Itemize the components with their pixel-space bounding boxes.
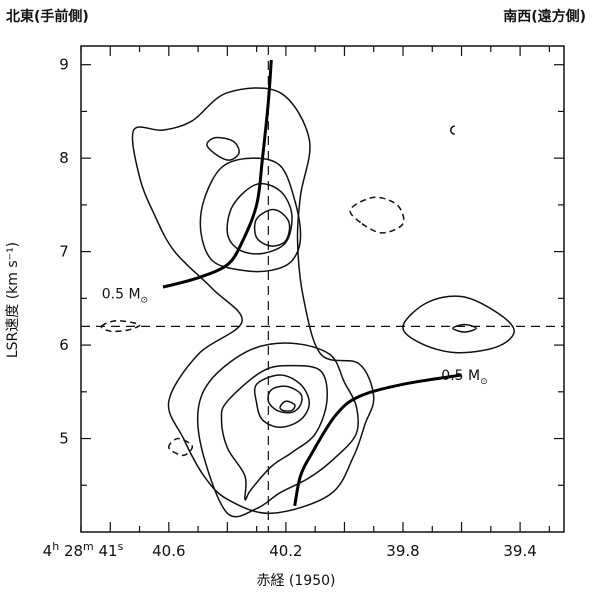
y-tick-label: 9: [59, 56, 69, 74]
contour-solid-5: [131, 87, 375, 515]
x-tick-label: 39.8: [386, 542, 419, 560]
x-tick-label: 40.6: [152, 542, 185, 560]
contour-solid-10: [402, 295, 515, 354]
contour-solid-0: [220, 364, 328, 501]
mass-annotation-1: 0.5 M⊙: [441, 368, 487, 387]
y-tick-label: 6: [59, 336, 69, 354]
contour-solid-1: [196, 342, 359, 518]
rotation-curve-upper: [162, 59, 273, 289]
contour-solid-2: [253, 374, 311, 429]
corner-label-southwest: 南西(遠方側): [503, 9, 586, 25]
contour-solid-11: [452, 323, 477, 333]
contour-solid-4: [279, 400, 296, 412]
contour-dashed-2: [100, 320, 141, 333]
plot-frame: [80, 45, 565, 533]
contour-solid-6: [199, 157, 302, 273]
x-tick-label: 40.2: [269, 542, 302, 560]
x-tick-label: 39.4: [503, 542, 536, 560]
contour-dashed-0: [349, 196, 405, 234]
contour-solid-9: [206, 136, 240, 161]
corner-label-northeast: 北東(手前側): [6, 9, 89, 25]
y-tick-label: 7: [59, 243, 69, 261]
contour-dashed-1: [167, 437, 194, 457]
y-tick-label: 5: [59, 430, 69, 448]
contour-solid-8: [253, 208, 291, 247]
y-axis-title: LSR速度 (km s⁻¹): [5, 241, 21, 359]
x-tick-label-first: 4h 28m 41s: [43, 540, 124, 561]
x-axis-title: 赤経 (1950): [256, 573, 336, 589]
mass-annotation-0: 0.5 M⊙: [102, 287, 148, 306]
y-tick-label: 8: [59, 149, 69, 167]
contour-solid-3: [267, 385, 303, 414]
contour-small-arc: [450, 125, 455, 135]
rotation-curve-lower: [293, 373, 462, 507]
contour-solid-7: [226, 182, 293, 255]
